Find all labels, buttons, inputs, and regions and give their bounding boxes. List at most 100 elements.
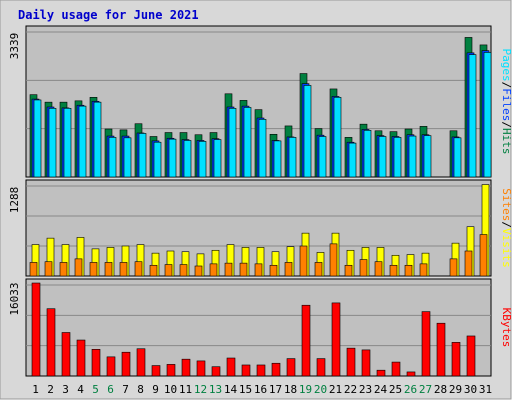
bar-sites-2 (44, 261, 53, 277)
bar-pages-23 (363, 130, 372, 178)
x-tick-label: 5 (92, 383, 99, 396)
x-tick-label: 13 (209, 383, 222, 396)
x-tick-label: 19 (299, 383, 312, 396)
bar-pages-30 (468, 54, 477, 178)
bar-pages-27 (423, 135, 432, 178)
x-tick-label: 10 (164, 383, 177, 396)
bar-sites-16 (254, 263, 263, 277)
bar-sites-21 (329, 243, 338, 277)
bar-sites-10 (164, 264, 173, 277)
bar-pages-16 (258, 119, 267, 178)
x-tick-label: 24 (374, 383, 388, 396)
bar-kbytes-3 (61, 332, 71, 377)
x-tick-label: 25 (389, 383, 402, 396)
x-tick-label: 27 (419, 383, 432, 396)
legend-item: KBytes (500, 308, 512, 348)
bar-pages-5 (93, 101, 102, 178)
x-tick-label: 1 (32, 383, 39, 396)
bar-pages-14 (228, 108, 237, 178)
bar-kbytes-18 (286, 358, 296, 377)
bar-pages-31 (483, 52, 492, 178)
bar-pages-20 (318, 136, 327, 178)
x-tick-label: 30 (464, 383, 477, 396)
chart-title: Daily usage for June 2021 (18, 8, 199, 22)
bar-kbytes-25 (391, 361, 401, 377)
bar-pages-3 (63, 108, 72, 178)
x-tick-label: 26 (404, 383, 417, 396)
bar-kbytes-9 (151, 365, 161, 377)
legend-item: Sites (500, 188, 512, 221)
bar-kbytes-12 (196, 360, 206, 377)
bar-kbytes-28 (436, 322, 446, 377)
bar-sites-15 (239, 262, 248, 277)
bar-sites-22 (344, 264, 353, 277)
legend-item: Files (500, 88, 512, 121)
bar-sites-25 (389, 264, 398, 277)
bar-kbytes-2 (46, 308, 56, 377)
bar-kbytes-17 (271, 362, 281, 377)
x-tick-label: 17 (269, 383, 282, 396)
bar-kbytes-6 (106, 356, 116, 377)
bar-sites-11 (179, 264, 188, 277)
bar-pages-25 (393, 137, 402, 178)
bar-kbytes-5 (91, 349, 101, 377)
bar-pages-18 (288, 137, 297, 178)
x-tick-label: 8 (137, 383, 144, 396)
bar-sites-17 (269, 264, 278, 277)
x-tick-label: 4 (77, 383, 84, 396)
series-kbytes (31, 282, 476, 377)
bar-sites-3 (59, 262, 68, 277)
legend-item: / (500, 121, 512, 128)
bar-kbytes-16 (256, 364, 266, 377)
bar-kbytes-26 (406, 371, 416, 377)
y-max-label-visits: 1288 (8, 187, 21, 214)
bar-kbytes-23 (361, 349, 371, 377)
bar-sites-23 (359, 259, 368, 277)
x-tick-label: 7 (122, 383, 129, 396)
x-axis-labels: 1 2 3 4 5 6 7 8 9 10 11 12 13 14 15 16 17 18 19 20 21 22 23 24 2… (32, 383, 492, 396)
x-tick-label: 3 (62, 383, 69, 396)
bar-kbytes-15 (241, 364, 251, 377)
legend-item: Visits (500, 228, 512, 268)
bar-pages-6 (108, 137, 117, 178)
x-tick-label: 11 (179, 383, 192, 396)
bar-kbytes-8 (136, 348, 146, 377)
bar-pages-4 (78, 105, 87, 178)
bar-sites-7 (119, 262, 128, 277)
series-pages (33, 52, 492, 178)
x-tick-label: 14 (224, 383, 238, 396)
bar-sites-1 (29, 262, 38, 277)
bar-kbytes-29 (451, 342, 461, 377)
x-tick-label: 18 (284, 383, 297, 396)
bar-sites-27 (419, 263, 428, 277)
bar-sites-20 (314, 262, 323, 277)
bar-sites-18 (284, 262, 293, 277)
x-tick-label: 2 (47, 383, 54, 396)
bar-sites-26 (404, 264, 413, 277)
bar-sites-30 (464, 250, 473, 277)
bar-sites-4 (74, 258, 83, 277)
bar-sites-9 (149, 264, 158, 277)
bar-kbytes-30 (466, 335, 476, 377)
bar-kbytes-27 (421, 311, 431, 377)
bar-pages-26 (408, 135, 417, 178)
x-tick-label: 16 (254, 383, 267, 396)
panel-kbytes: 16033 KBytes (8, 278, 512, 377)
bar-sites-19 (299, 245, 308, 277)
bar-pages-15 (243, 107, 252, 178)
bar-pages-7 (123, 137, 132, 178)
x-tick-label: 31 (479, 383, 492, 396)
bar-sites-13 (209, 263, 218, 277)
bar-pages-21 (333, 97, 342, 178)
bar-pages-8 (138, 133, 147, 178)
bar-kbytes-21 (331, 302, 341, 377)
bar-pages-17 (273, 140, 282, 178)
bar-kbytes-11 (181, 358, 191, 377)
bar-sites-6 (104, 262, 113, 277)
bar-pages-2 (48, 108, 57, 178)
bar-sites-12 (194, 265, 203, 277)
x-tick-label: 23 (359, 383, 372, 396)
legend-item: / (500, 221, 512, 228)
bar-kbytes-7 (121, 351, 131, 377)
bar-pages-22 (348, 142, 357, 178)
